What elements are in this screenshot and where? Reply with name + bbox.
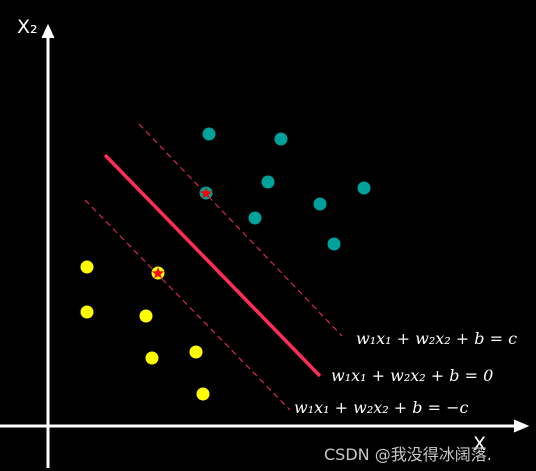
support-vector-star-icon bbox=[151, 267, 165, 279]
data-point bbox=[139, 309, 153, 323]
data-point bbox=[357, 181, 371, 195]
watermark: CSDN @我没得冰阔落. bbox=[324, 445, 492, 464]
data-point bbox=[327, 237, 341, 251]
positive-class-points bbox=[199, 127, 371, 251]
data-point bbox=[261, 175, 275, 189]
hyperplane-line bbox=[103, 153, 322, 378]
x-axis-label: X bbox=[473, 433, 487, 455]
data-point bbox=[189, 345, 203, 359]
data-point bbox=[248, 211, 262, 225]
y-axis-label: X₂ bbox=[17, 16, 38, 38]
data-point bbox=[274, 132, 288, 146]
x-axis-arrow-icon bbox=[513, 419, 530, 433]
data-point bbox=[313, 197, 327, 211]
data-point bbox=[196, 387, 210, 401]
upper-margin-line bbox=[138, 123, 343, 337]
hyperplane-equation: w₁x₁ + w₂x₂ + b = 0 bbox=[331, 366, 494, 385]
data-point bbox=[80, 260, 94, 274]
data-point bbox=[202, 127, 216, 141]
upper-margin-equation: w₁x₁ + w₂x₂ + b = c bbox=[356, 329, 518, 348]
lower-margin-equation: w₁x₁ + w₂x₂ + b = −c bbox=[294, 398, 469, 417]
data-point bbox=[80, 305, 94, 319]
negative-class-points bbox=[80, 260, 210, 401]
support-vector-star-icon bbox=[199, 187, 213, 199]
axes bbox=[0, 23, 530, 468]
data-point bbox=[145, 351, 159, 365]
y-axis-arrow-icon bbox=[41, 23, 55, 39]
lower-margin-line bbox=[84, 199, 291, 411]
